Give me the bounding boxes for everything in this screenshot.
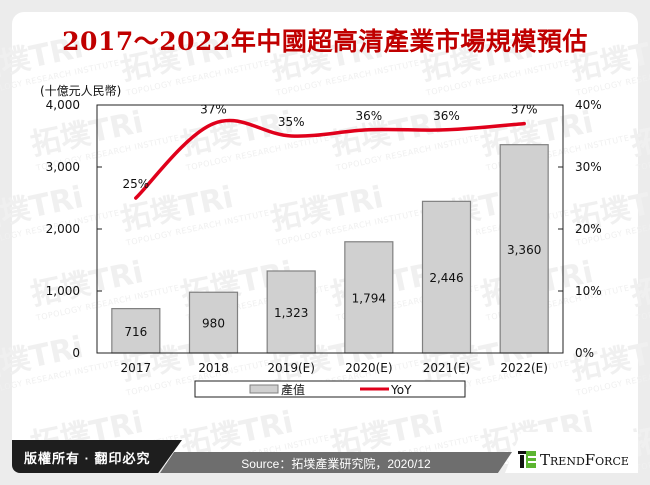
yoy-value-label: 36% [433, 109, 460, 123]
x-axis-category-label: 2022(E) [500, 361, 547, 375]
left-axis-tick-label: 2,000 [46, 222, 80, 236]
right-axis-tick-label: 40% [575, 98, 602, 112]
trendforce-logo-icon [518, 451, 536, 468]
yoy-value-label: 35% [278, 115, 305, 129]
bar [344, 241, 394, 354]
bar-value-label: 2,446 [429, 271, 463, 285]
source-banner: Source：拓墣產業研究院，2020/12 [160, 452, 512, 473]
yoy-data-labels: 25% 37% 35% 36% 36% 37% [122, 103, 537, 191]
legend-bar-swatch [249, 384, 279, 394]
right-axis-tick-label: 30% [575, 160, 602, 174]
right-axis-tick-label: 10% [575, 284, 602, 298]
x-axis-category-label: 2020(E) [345, 361, 392, 375]
left-axis-tick-label: 1,000 [46, 284, 80, 298]
bar [499, 144, 549, 354]
yoy-value-label: 25% [122, 177, 149, 191]
plot-area-frame [96, 104, 564, 354]
bar-value-label: 1,323 [274, 306, 308, 320]
bar-value-label: 3,360 [507, 243, 541, 257]
right-axis: 0% 10% 20% 30% 40% [558, 98, 602, 360]
x-axis-category-label: 2018 [198, 361, 229, 375]
left-axis: 0 1,000 2,000 3,000 4,000 [46, 98, 102, 360]
right-axis-tick-label: 20% [575, 222, 602, 236]
bar-value-label: 716 [124, 325, 147, 339]
copyright-banner: 版權所有 · 翻印必究 [12, 440, 182, 473]
x-axis-category-label: 2019(E) [267, 361, 314, 375]
right-axis-tick-label: 0% [575, 346, 594, 360]
bar-series-output-value: 716 980 1,323 1,794 2,446 3,360 [111, 144, 549, 354]
yoy-value-label: 36% [355, 109, 382, 123]
bar [421, 200, 472, 354]
legend-label-output-value: 產值 [281, 382, 305, 397]
left-axis-unit-label: (十億元人民幣) [40, 84, 121, 98]
x-axis-labels: 2017 2018 2019(E) 2020(E) 2021(E) 2022(E) [121, 361, 548, 375]
trendforce-logo-text: TrendForce [540, 451, 629, 469]
legend-label-yoy: YoY [390, 383, 412, 397]
bar-value-label: 1,794 [352, 291, 386, 305]
left-axis-tick-label: 0 [72, 346, 80, 360]
chart-title: 2017～2022年中國超高清產業市場規模預估 [62, 27, 588, 56]
bar-value-label: 980 [202, 317, 225, 331]
left-axis-tick-label: 3,000 [46, 160, 80, 174]
left-axis-tick-label: 4,000 [46, 98, 80, 112]
legend: 產值 YoY [194, 380, 466, 398]
yoy-line [134, 118, 526, 200]
x-axis-category-label: 2017 [121, 361, 152, 375]
yoy-value-label: 37% [511, 103, 538, 117]
copyright-text: 版權所有 · 翻印必究 [24, 451, 151, 466]
yoy-value-label: 37% [200, 103, 227, 117]
source-text: Source：拓墣產業研究院，2020/12 [241, 457, 431, 471]
x-axis-category-label: 2021(E) [423, 361, 470, 375]
